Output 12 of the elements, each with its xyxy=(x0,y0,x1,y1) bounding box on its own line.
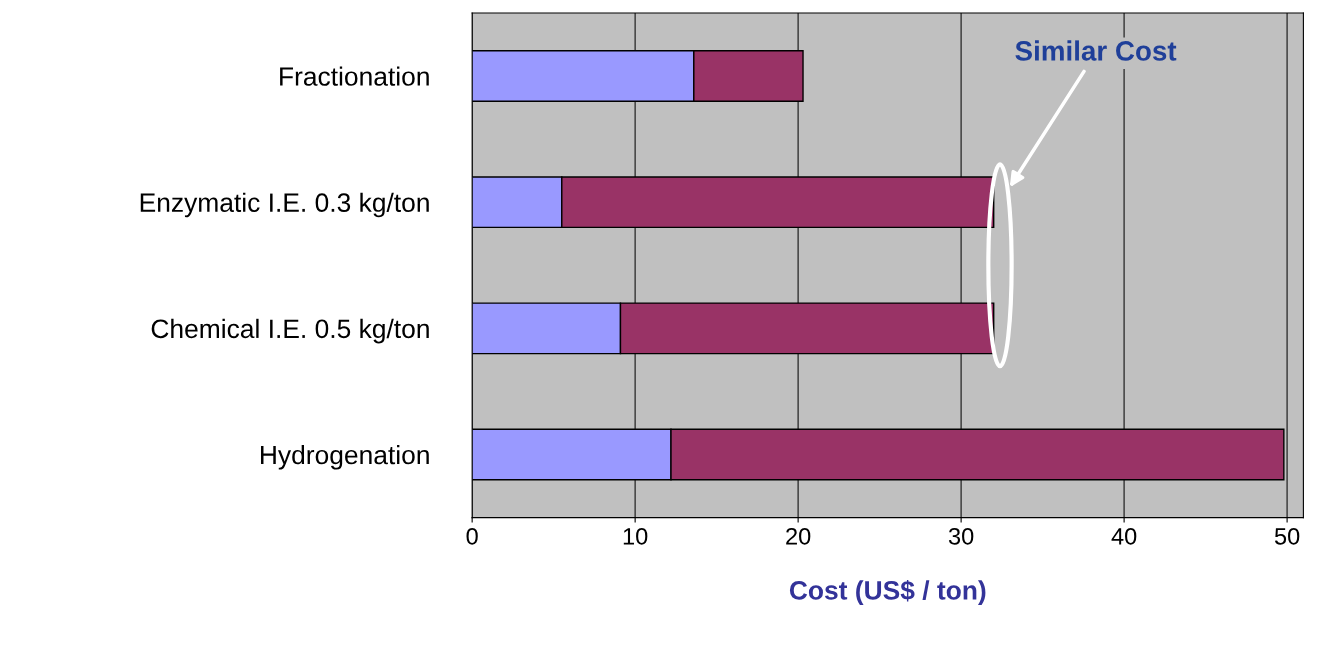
x-tick-label: 30 xyxy=(948,527,974,545)
x-tick-label: 0 xyxy=(466,527,478,545)
y-tick-label: Fractionation xyxy=(280,66,429,86)
x-tick-label: 50 xyxy=(1274,527,1300,545)
x-tick-label: 20 xyxy=(786,527,811,545)
y-tick-label: Chemical I.E. 0.5 kg/ton xyxy=(151,318,429,344)
y-tick-label: Hydrogenation xyxy=(261,444,429,470)
x-tick-label: 40 xyxy=(1111,527,1137,545)
y-tick-label: Enzymatic I.E. 0.3 kg/ton xyxy=(140,192,429,218)
x-axis-title: Cost (US$ / ton) xyxy=(789,579,986,605)
x-tick-label: 10 xyxy=(623,527,648,545)
annotation: Similar Cost xyxy=(1015,40,1177,61)
